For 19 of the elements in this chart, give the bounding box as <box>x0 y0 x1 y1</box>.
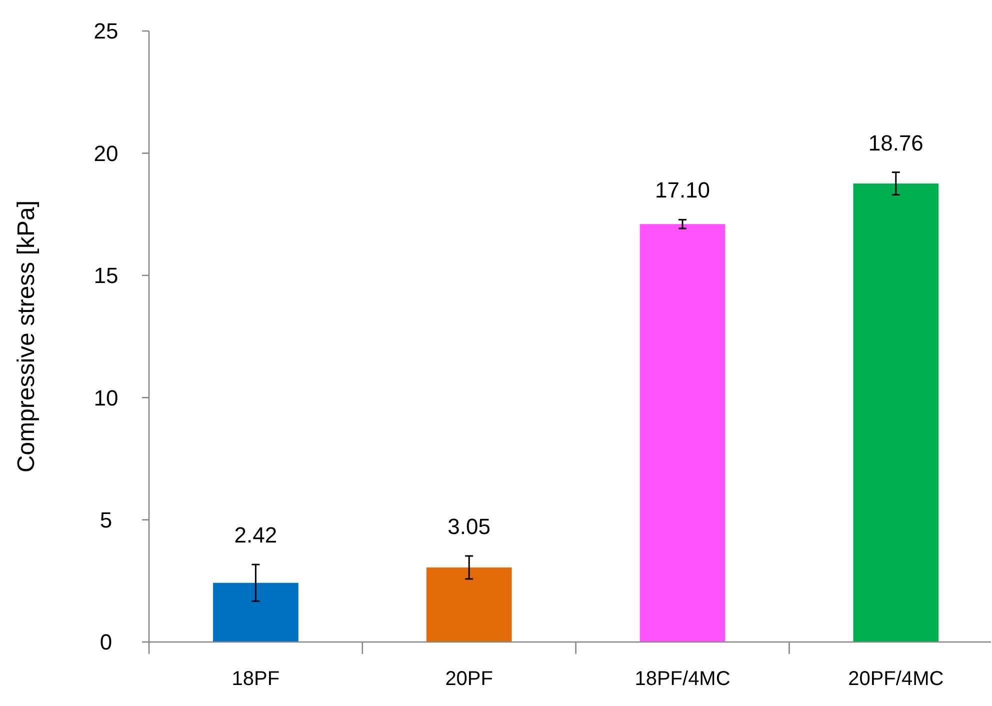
y-tick-label: 5 <box>100 508 112 532</box>
data-label: 18.76 <box>868 130 924 156</box>
y-axis-title: Compressive stress [kPa] <box>13 200 40 473</box>
y-tick-label: 25 <box>94 18 118 44</box>
bar <box>426 567 512 642</box>
bar <box>640 224 726 642</box>
data-label: 17.10 <box>654 178 710 203</box>
data-label: 3.05 <box>448 514 491 539</box>
y-tick-label: 15 <box>94 263 118 288</box>
y-tick-label: 10 <box>94 385 118 410</box>
x-tick-label: 18PF <box>232 668 280 690</box>
data-label: 2.42 <box>234 522 278 548</box>
x-tick-label: 18PF/4MC <box>634 668 730 690</box>
y-tick-label: 0 <box>100 630 112 655</box>
bar <box>853 184 939 642</box>
x-tick-label: 20PF <box>445 668 494 690</box>
y-tick-label: 20 <box>94 140 118 166</box>
bar <box>213 582 298 642</box>
x-tick-label: 20PF/4MC <box>848 668 944 690</box>
